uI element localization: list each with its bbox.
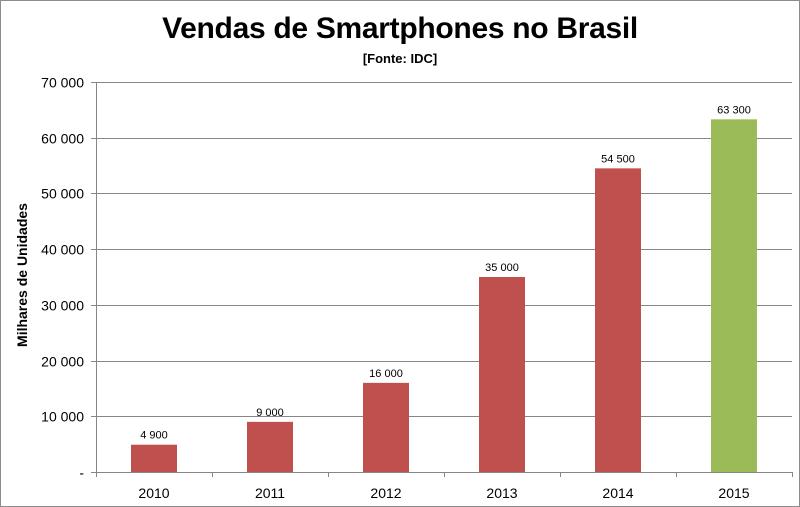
bar-2010 — [131, 444, 177, 472]
y-tick-label: 20 000 — [41, 354, 84, 370]
x-tick-label-2011: 2011 — [255, 485, 285, 501]
gridlines — [96, 82, 792, 417]
bar-2011 — [247, 421, 293, 472]
y-tick-label: 40 000 — [41, 242, 84, 258]
chart-subtitle: [Fonte: IDC] — [362, 51, 438, 66]
x-tick-labels: 2010 2011 2012 2013 2014 2015 — [138, 485, 749, 501]
bar-2013 — [479, 277, 525, 472]
y-tick-label: 50 000 — [41, 186, 84, 202]
data-label-2012: 16 000 — [369, 368, 403, 380]
data-label-2011: 9 000 — [256, 407, 284, 419]
x-tick-label-2012: 2012 — [370, 485, 401, 501]
bars — [131, 119, 757, 472]
bar-2015 — [711, 119, 757, 472]
y-tick-labels: - 10 000 20 000 30 000 40 000 50 000 60 000 70 … — [41, 75, 84, 481]
x-tick-label-2013: 2013 — [486, 485, 517, 501]
chart-title: Vendas de Smartphones no Brasil — [162, 12, 638, 45]
data-label-2013: 35 000 — [485, 262, 519, 274]
y-tick-label: 70 000 — [41, 75, 84, 91]
y-tick-label: 30 000 — [41, 298, 84, 314]
x-tick-label-2014: 2014 — [602, 485, 633, 501]
y-tick-label: 10 000 — [41, 409, 84, 425]
bar-2012 — [363, 382, 409, 472]
y-tick-label: - — [79, 465, 84, 481]
data-labels: 4 900 9 000 16 000 35 000 54 500 63 300 — [140, 104, 751, 441]
y-tick-label: 60 000 — [41, 131, 84, 147]
axes — [91, 82, 793, 477]
data-label-2015: 63 300 — [717, 104, 751, 116]
data-label-2014: 54 500 — [601, 153, 635, 165]
data-label-2010: 4 900 — [140, 430, 168, 442]
x-tick-label-2015: 2015 — [718, 485, 749, 501]
x-tick-label-2010: 2010 — [138, 485, 169, 501]
bar-2014 — [595, 168, 641, 472]
